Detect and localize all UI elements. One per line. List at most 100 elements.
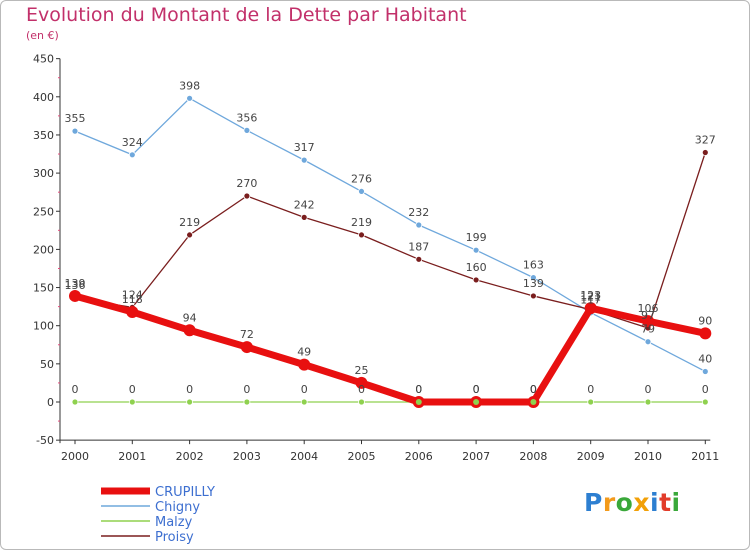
x-tick-label: 2004 [290, 450, 318, 463]
data-point-chigny [71, 127, 79, 135]
data-label-crupilly: 25 [355, 364, 369, 377]
x-tick-label: 2009 [577, 450, 605, 463]
data-point-malzy [128, 398, 136, 406]
series-line-chigny [74, 97, 706, 373]
data-label-proisy: 139 [523, 277, 544, 290]
data-point-malzy [186, 398, 194, 406]
data-label-malzy: 0 [587, 383, 594, 396]
x-tick-label: 2005 [348, 450, 376, 463]
y-tick-label: 400 [33, 91, 54, 104]
data-label-crupilly: 118 [122, 293, 143, 306]
data-label-crupilly: 0 [530, 383, 537, 396]
data-point-malzy [300, 398, 308, 406]
data-label-malzy: 0 [243, 383, 250, 396]
data-label-malzy: 0 [702, 383, 709, 396]
data-label-proisy: 121 [580, 291, 601, 304]
data-label-malzy: 0 [645, 383, 652, 396]
series-line-crupilly [71, 292, 709, 406]
data-point-chigny [243, 126, 251, 134]
legend-label-proisy: Proisy [155, 530, 194, 545]
data-point-crupilly [355, 376, 368, 389]
data-label-chigny: 317 [294, 141, 315, 154]
legend-label-malzy: Malzy [155, 515, 193, 530]
data-point-malzy [71, 398, 79, 406]
data-label-crupilly: 0 [415, 383, 422, 396]
data-label-chigny: 398 [179, 79, 200, 92]
data-point-chigny [358, 188, 365, 195]
x-tick-label: 2011 [691, 450, 719, 463]
data-point-crupilly [642, 315, 654, 328]
data-label-crupilly: 106 [638, 302, 659, 315]
x-tick-label: 2010 [634, 450, 662, 463]
y-tick-label: 250 [33, 205, 54, 218]
y-tick-label: 350 [33, 129, 54, 142]
data-point-crupilly [126, 305, 139, 318]
data-point-chigny [128, 151, 136, 159]
y-tick-label: 300 [33, 167, 54, 180]
data-label-proisy: 97 [641, 309, 655, 322]
data-point-malzy [243, 398, 251, 406]
data-label-chigny: 232 [408, 206, 429, 219]
data-label-chigny: 40 [698, 352, 712, 365]
data-point-proisy [530, 292, 537, 300]
data-label-malzy: 0 [530, 383, 537, 396]
y-tick-label: 0 [47, 396, 54, 409]
data-label-malzy: 0 [415, 383, 422, 396]
data-point-malzy [701, 398, 709, 406]
data-point-chigny [530, 274, 537, 282]
data-label-crupilly: 123 [580, 289, 601, 302]
chart-subtitle: (en €) [26, 29, 59, 42]
data-label-crupilly: 90 [698, 314, 712, 327]
data-point-crupilly [183, 324, 196, 337]
proxiti-logo: Proxiti [584, 488, 681, 517]
x-tick-label: 2003 [233, 450, 261, 463]
data-label-malzy: 0 [72, 383, 79, 396]
x-tick-label: 2002 [176, 450, 204, 463]
data-label-chigny: 199 [466, 231, 487, 244]
data-label-chigny: 117 [580, 294, 601, 307]
data-point-proisy [472, 276, 480, 284]
data-label-chigny: 324 [122, 136, 143, 149]
data-label-proisy: 219 [351, 216, 372, 229]
data-label-chigny: 79 [641, 323, 655, 336]
data-label-malzy: 0 [358, 383, 365, 396]
data-point-crupilly [699, 327, 712, 340]
data-label-proisy: 187 [408, 240, 429, 253]
data-label-malzy: 0 [473, 383, 480, 396]
data-point-crupilly-inner [473, 399, 480, 405]
data-label-malzy: 0 [186, 383, 193, 396]
data-label-malzy: 0 [129, 383, 136, 396]
data-point-chigny [186, 94, 194, 102]
y-tick-label: -50 [36, 434, 54, 447]
data-label-crupilly: 139 [65, 277, 86, 290]
data-point-crupilly [240, 341, 253, 354]
data-point-crupilly-inner [530, 399, 537, 405]
data-label-chigny: 356 [236, 111, 257, 124]
data-label-chigny: 163 [523, 259, 544, 272]
data-label-proisy: 242 [294, 198, 315, 211]
data-point-malzy [358, 398, 365, 406]
x-tick-label: 2007 [462, 450, 490, 463]
data-point-chigny [701, 368, 709, 375]
data-point-proisy [243, 192, 251, 200]
data-point-crupilly [584, 302, 597, 315]
data-label-crupilly: 0 [473, 383, 480, 396]
data-label-chigny: 276 [351, 172, 372, 185]
legend-label-chigny: Chigny [155, 500, 200, 515]
y-tick-label: 200 [33, 243, 54, 256]
y-tick-label: 450 [33, 53, 54, 66]
data-point-malzy [587, 398, 595, 406]
x-tick-label: 2000 [61, 450, 89, 463]
data-point-proisy [358, 231, 365, 239]
x-tick-label: 2001 [118, 450, 146, 463]
data-point-crupilly [69, 289, 81, 302]
data-label-crupilly: 49 [297, 346, 311, 359]
data-label-proisy: 219 [179, 216, 200, 229]
data-label-crupilly: 72 [240, 328, 254, 341]
data-point-chigny [415, 221, 423, 229]
y-tick-label: 150 [33, 282, 54, 295]
data-point-proisy [300, 213, 308, 221]
y-tick-label: 100 [33, 320, 54, 333]
